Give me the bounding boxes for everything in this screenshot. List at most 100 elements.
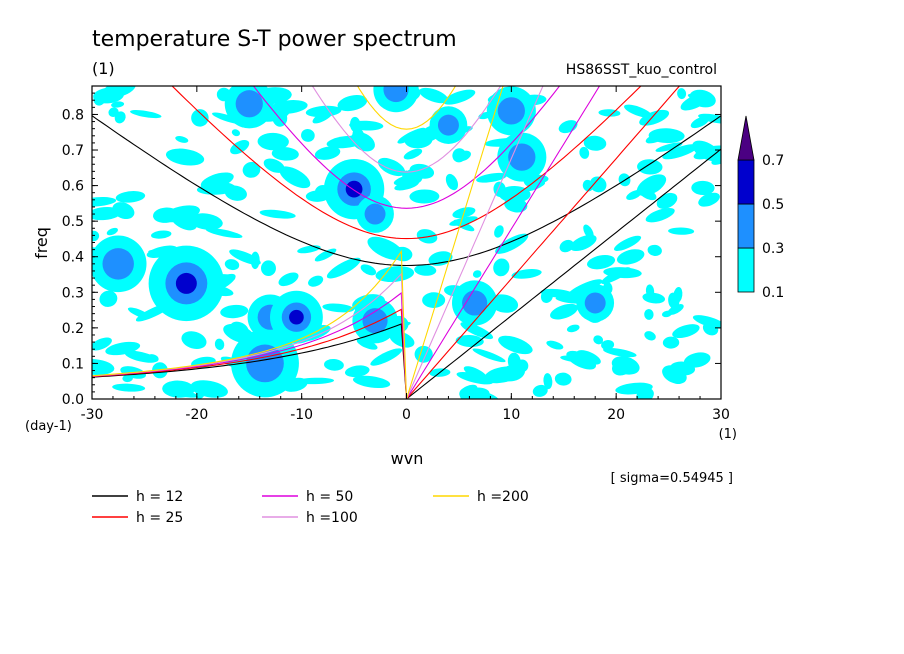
contour-patch	[230, 321, 249, 337]
dispersion-curve-ig-h200	[356, 86, 457, 130]
contour-patch	[559, 239, 574, 253]
y-tick-label: 0.5	[62, 214, 84, 230]
contour-patch	[108, 107, 119, 117]
contour-patch	[337, 95, 368, 112]
contour-patch	[711, 155, 721, 165]
chart-title: temperature S-T power spectrum	[92, 27, 457, 52]
contour-patch	[181, 331, 207, 350]
contour-patch	[111, 101, 125, 108]
dispersion-curve-mixed-h12	[92, 148, 721, 399]
contour-patch	[352, 375, 391, 389]
dispersion-curve-mixed-h200	[92, 86, 504, 399]
contour-patch	[231, 129, 241, 137]
contour-patch	[673, 287, 683, 304]
contour-patch	[257, 132, 289, 151]
contour-blob-mid	[102, 248, 134, 280]
contour-patch	[477, 391, 501, 399]
contour-patch	[672, 324, 700, 339]
contour-patch	[611, 356, 640, 375]
contour-patch	[645, 132, 667, 144]
contour-patch	[493, 258, 510, 277]
x-axis-label: wvn	[391, 449, 424, 468]
y-axis-label: freq	[32, 227, 51, 259]
contour-patch	[295, 377, 335, 385]
contour-patch	[601, 339, 615, 350]
contour-patch	[220, 304, 249, 319]
contour-patch	[224, 259, 240, 271]
contour-patch	[587, 255, 616, 270]
contour-patch	[667, 304, 684, 315]
contour-patch	[603, 347, 637, 358]
contour-patch	[200, 172, 234, 190]
contour-patch	[112, 383, 146, 392]
contour-patch	[656, 192, 678, 209]
contour-patch	[370, 348, 403, 366]
contour-patch	[422, 292, 446, 308]
contour-patch	[614, 235, 642, 251]
contour-patch	[404, 168, 423, 185]
contour-patch	[230, 140, 250, 155]
contour-blob-mid	[362, 308, 388, 334]
contour-patch	[637, 159, 663, 175]
contour-patch	[297, 245, 321, 254]
contour-patch	[92, 359, 115, 376]
contour-patch	[583, 224, 594, 240]
contour-patch	[189, 213, 223, 230]
contour-patch	[92, 337, 112, 351]
y-tick-label: 0.0	[62, 392, 84, 408]
colorbar: 0.1 0.3 0.5 0.7	[737, 115, 784, 301]
contour-patch	[566, 324, 580, 333]
contour-patch	[279, 166, 311, 189]
contour-patch	[636, 174, 667, 196]
colorbar-segment	[737, 159, 755, 205]
contour-blob-core	[175, 272, 197, 294]
contour-blob-core	[345, 180, 363, 198]
contour-patch	[639, 109, 670, 126]
contour-patch	[579, 146, 590, 159]
contour-patch	[655, 142, 683, 152]
contour-patch	[404, 132, 433, 149]
contour-patch	[472, 270, 482, 278]
contour-patch	[680, 92, 710, 111]
contour-patch	[642, 292, 666, 304]
contour-patch	[662, 144, 699, 160]
contour-patch	[456, 372, 494, 385]
contour-patch	[691, 180, 715, 196]
dispersion-curve-mixed-h100	[92, 86, 544, 399]
contour-patch	[419, 87, 449, 104]
y-axis-unit: (day-1)	[25, 419, 72, 434]
contour-patch	[645, 207, 675, 223]
contour-patch	[93, 87, 125, 104]
colorbar-label: 0.3	[762, 241, 784, 257]
x-tick-label: 20	[607, 407, 625, 423]
contour-patch	[106, 227, 118, 236]
contour-patch	[263, 158, 285, 173]
contour-patch	[344, 365, 370, 378]
legend-label: h =200	[477, 489, 529, 505]
title-unit: (1)	[92, 59, 115, 78]
contour-patch	[301, 128, 315, 142]
contour-patch	[314, 248, 337, 262]
x-tick-label: 10	[502, 407, 520, 423]
contour-patch	[698, 192, 720, 207]
contour-blob-core	[289, 309, 304, 325]
contour-patch	[205, 228, 243, 239]
x-tick-label: 0	[402, 407, 411, 423]
contour-patch	[460, 322, 494, 340]
contour-patch	[543, 373, 553, 390]
contour-patch	[191, 109, 209, 127]
contour-patch	[242, 161, 261, 178]
legend-label: h = 50	[306, 489, 353, 505]
colorbar-segment	[737, 203, 755, 249]
contour-patch	[616, 249, 645, 265]
contour-patch	[92, 230, 100, 242]
contour-patch	[558, 120, 578, 134]
x-tick-label: 30	[712, 407, 730, 423]
dispersion-curve-ig-h100	[311, 86, 502, 173]
contour-patch	[494, 225, 504, 238]
y-tick-label: 0.4	[62, 250, 84, 266]
dispersion-curve-mixed-h25	[92, 86, 681, 399]
dispersion-curve-ig-h50	[252, 86, 561, 209]
dispersion-curve-ig-h25	[171, 86, 642, 240]
